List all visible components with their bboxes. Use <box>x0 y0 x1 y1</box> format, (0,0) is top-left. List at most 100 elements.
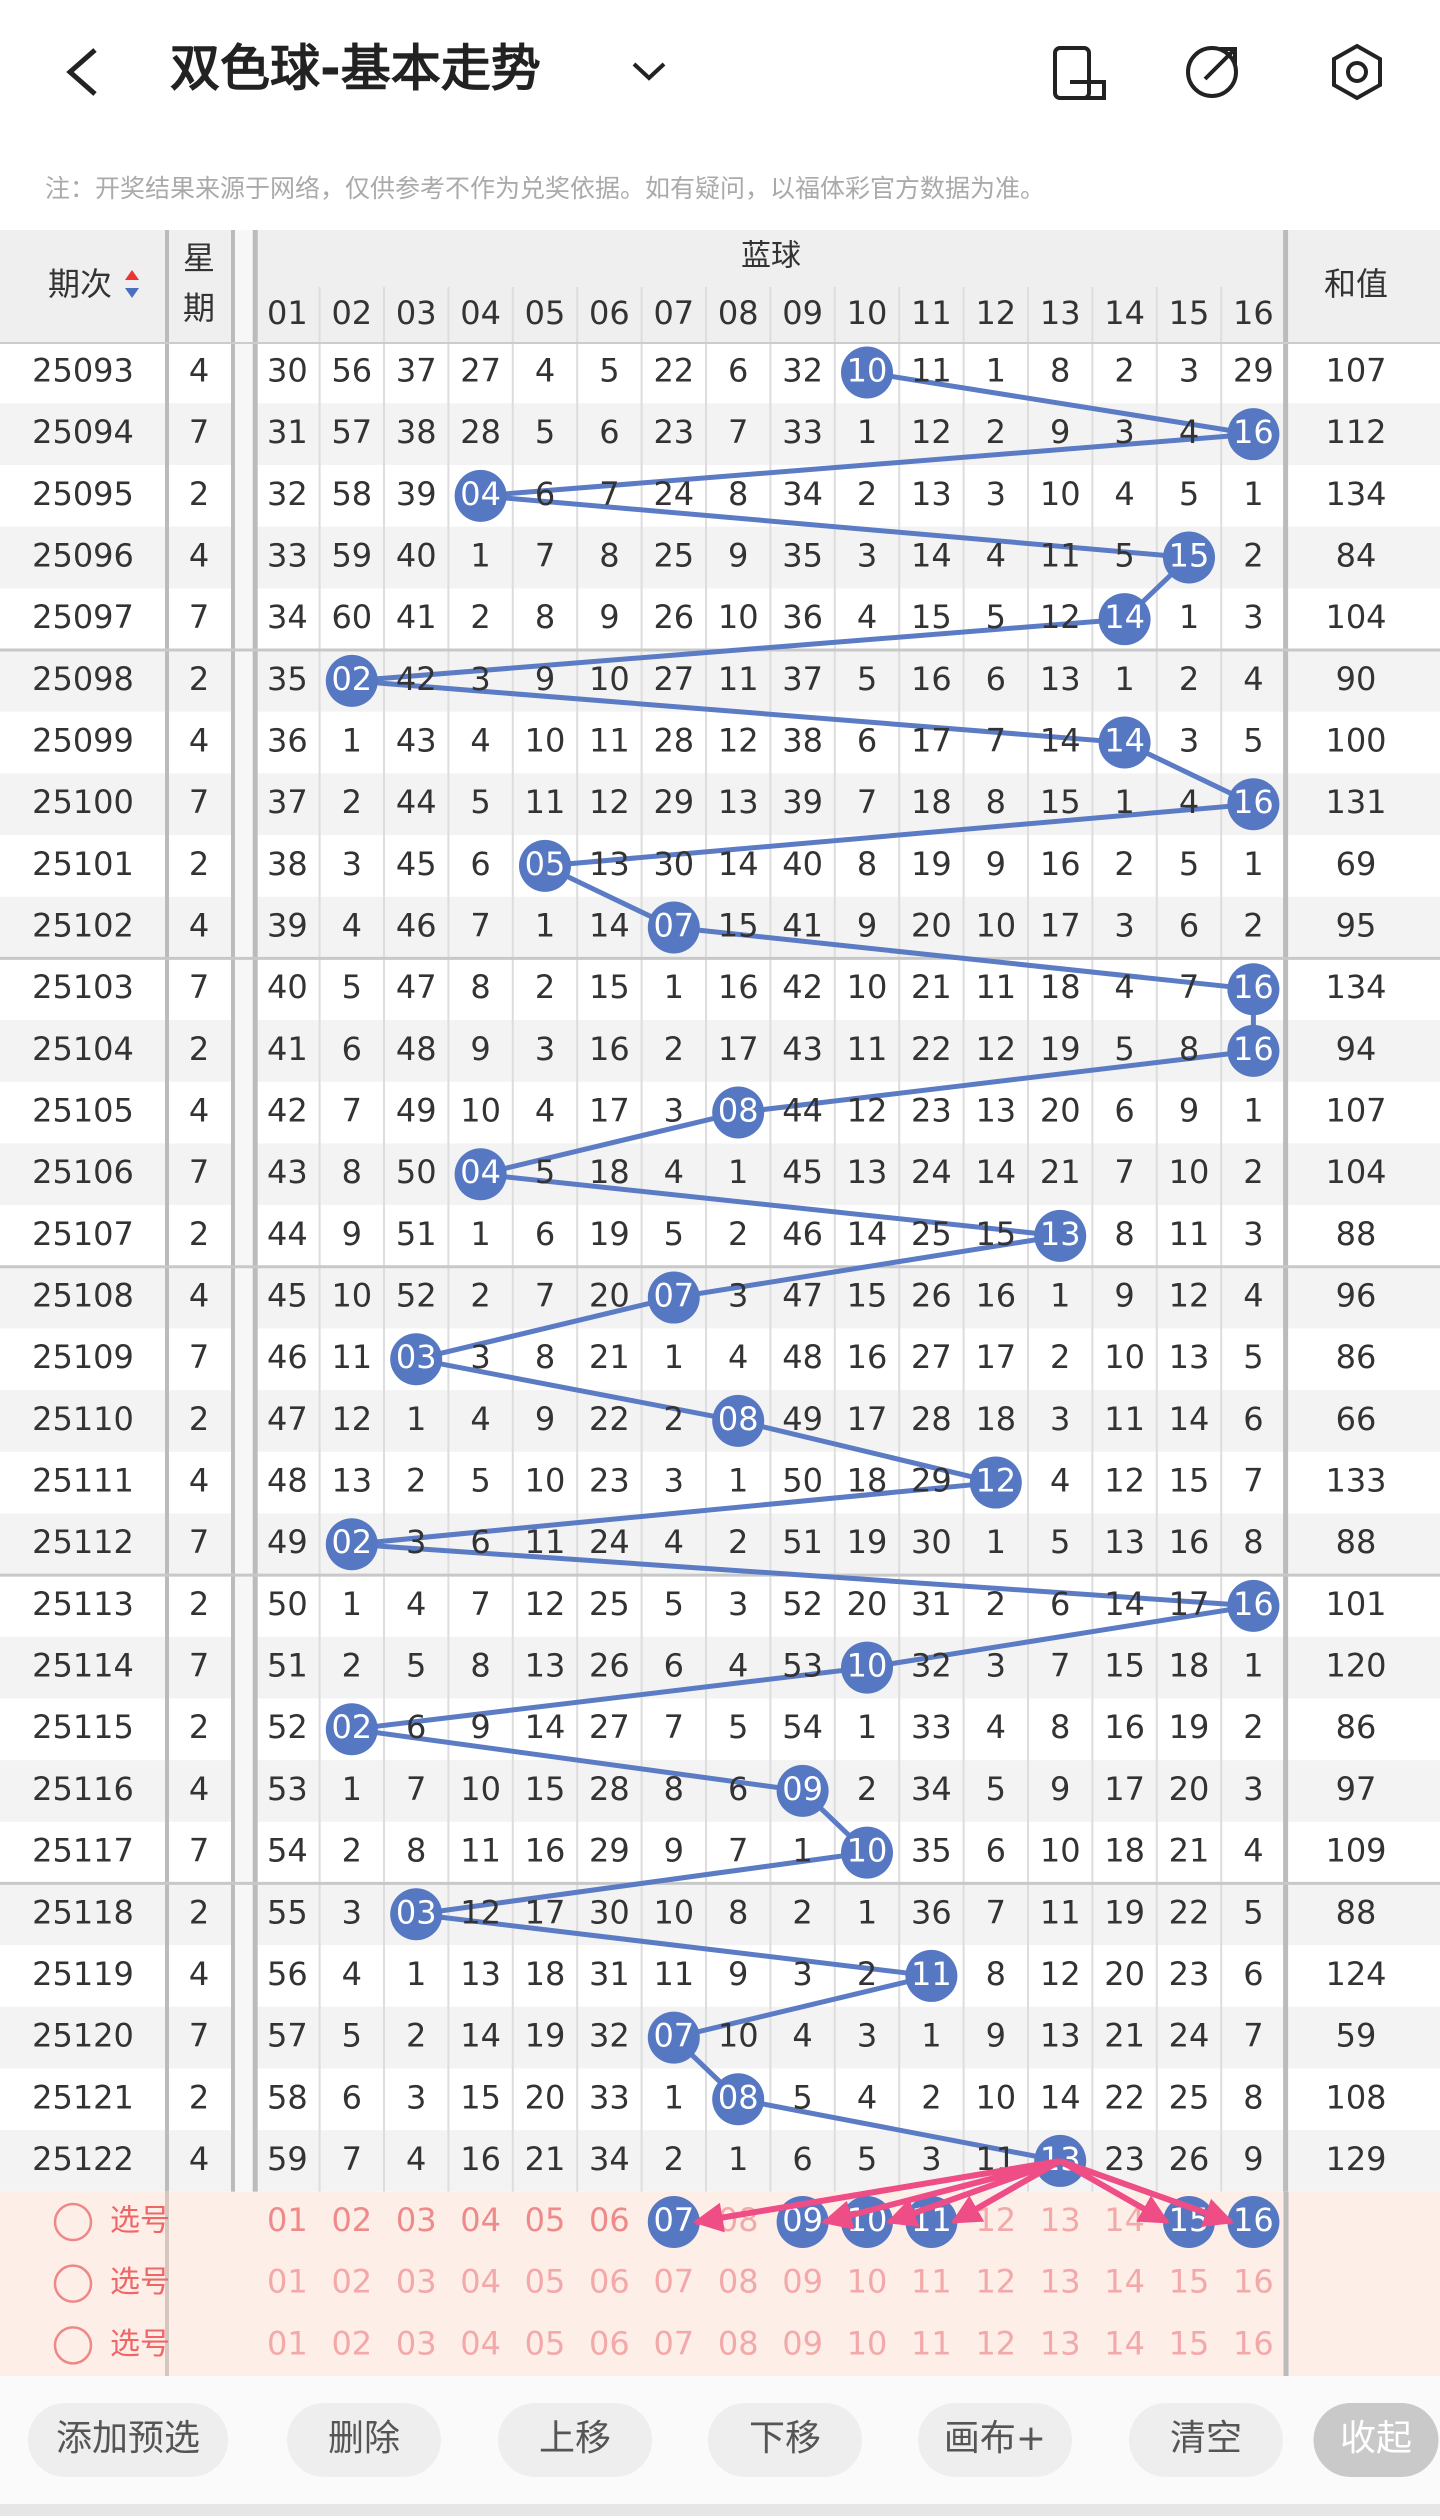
select-number[interactable]: 03 <box>396 2263 437 2301</box>
icon-share[interactable] <box>1186 46 1238 98</box>
select-number[interactable]: 13 <box>1040 2201 1081 2239</box>
miss-count: 9 <box>470 1030 490 1068</box>
miss-count: 56 <box>331 352 372 390</box>
ball-number: 16 <box>1233 413 1274 451</box>
select-number[interactable]: 14 <box>1104 2263 1145 2301</box>
select-number[interactable]: 11 <box>911 2324 952 2362</box>
select-number[interactable]: 16 <box>1233 2324 1274 2362</box>
select-number[interactable]: 06 <box>589 2201 630 2239</box>
select-number[interactable]: 04 <box>460 2263 501 2301</box>
select-number[interactable]: 03 <box>396 2201 437 2239</box>
select-number[interactable]: 01 <box>267 2263 308 2301</box>
select-number[interactable]: 07 <box>653 2263 694 2301</box>
miss-count: 38 <box>267 845 308 883</box>
miss-count: 12 <box>975 1030 1016 1068</box>
miss-count: 6 <box>1243 1955 1263 1993</box>
select-number[interactable]: 10 <box>847 2324 888 2362</box>
miss-count: 4 <box>535 352 555 390</box>
miss-count: 16 <box>1040 845 1081 883</box>
select-number[interactable]: 01 <box>267 2324 308 2362</box>
miss-count: 12 <box>718 722 759 760</box>
select-number[interactable]: 07 <box>653 2324 694 2362</box>
miss-count: 13 <box>718 783 759 821</box>
miss-count: 13 <box>331 1462 372 1500</box>
ball-number: 16 <box>1233 968 1274 1006</box>
select-number[interactable]: 14 <box>1104 2324 1145 2362</box>
select-number[interactable]: 09 <box>782 2324 823 2362</box>
select-radio[interactable] <box>53 2264 93 2303</box>
header-label: 11 <box>911 294 952 332</box>
select-number[interactable]: 08 <box>718 2263 759 2301</box>
select-number[interactable]: 12 <box>975 2263 1016 2301</box>
select-number[interactable]: 05 <box>525 2201 566 2239</box>
title-dropdown[interactable] <box>632 62 666 81</box>
toolbar-button[interactable] <box>498 2403 652 2477</box>
miss-count: 46 <box>267 1338 308 1376</box>
back-button[interactable] <box>66 48 97 96</box>
miss-count: 7 <box>535 537 555 575</box>
miss-count: 2 <box>664 2140 684 2178</box>
select-number[interactable]: 15 <box>1169 2324 1210 2362</box>
select-number[interactable]: 04 <box>460 2201 501 2239</box>
toolbar-button[interactable] <box>918 2403 1072 2477</box>
ball-number: 03 <box>396 1338 437 1376</box>
select-number[interactable]: 02 <box>331 2263 372 2301</box>
miss-count: 11 <box>911 352 952 390</box>
icon-device[interactable] <box>1053 46 1106 100</box>
select-number[interactable]: 06 <box>589 2263 630 2301</box>
miss-count: 9 <box>599 598 619 636</box>
select-number[interactable]: 05 <box>525 2263 566 2301</box>
period: 25119 <box>32 1955 134 1993</box>
toolbar-button[interactable] <box>287 2403 441 2477</box>
miss-count: 7 <box>986 1893 1006 1931</box>
miss-count: 4 <box>1114 475 1134 513</box>
select-number[interactable]: 08 <box>718 2324 759 2362</box>
selected-ball[interactable] <box>647 2196 700 2248</box>
blue-ball <box>390 1888 443 1941</box>
miss-count: 17 <box>911 722 952 760</box>
blue-ball <box>325 1518 378 1571</box>
toolbar-button[interactable] <box>1129 2403 1283 2477</box>
header-label: 10 <box>847 294 888 332</box>
select-number[interactable]: 01 <box>267 2201 308 2239</box>
miss-count: 10 <box>975 907 1016 945</box>
miss-count: 10 <box>718 598 759 636</box>
select-number[interactable]: 13 <box>1040 2263 1081 2301</box>
miss-count: 42 <box>396 660 437 698</box>
miss-count: 14 <box>718 845 759 883</box>
ball-number: 07 <box>653 907 694 945</box>
select-radio[interactable] <box>53 2202 93 2242</box>
miss-count: 3 <box>406 2078 426 2116</box>
sum: 120 <box>1325 1647 1386 1685</box>
toolbar-button[interactable] <box>1313 2403 1439 2477</box>
select-number[interactable]: 02 <box>331 2324 372 2362</box>
miss-count: 1 <box>728 1153 748 1191</box>
miss-count: 53 <box>267 1770 308 1808</box>
select-number[interactable]: 11 <box>911 2263 952 2301</box>
select-number[interactable]: 02 <box>331 2201 372 2239</box>
miss-count: 27 <box>911 1338 952 1376</box>
miss-count: 7 <box>1050 1647 1070 1685</box>
miss-count: 12 <box>331 1400 372 1438</box>
select-number[interactable]: 13 <box>1040 2324 1081 2362</box>
miss-count: 8 <box>1179 1030 1199 1068</box>
miss-count: 29 <box>589 1832 630 1870</box>
miss-count: 18 <box>975 1400 1016 1438</box>
select-number[interactable]: 09 <box>782 2263 823 2301</box>
miss-count: 13 <box>847 1153 888 1191</box>
select-number[interactable]: 16 <box>1233 2263 1274 2301</box>
icon-settings[interactable] <box>1332 43 1382 101</box>
select-number[interactable]: 06 <box>589 2324 630 2362</box>
miss-count: 7 <box>470 1585 490 1623</box>
blue-ball <box>454 469 507 522</box>
toolbar-button[interactable] <box>708 2403 862 2477</box>
select-number[interactable]: 12 <box>975 2324 1016 2362</box>
toolbar-button[interactable] <box>28 2403 228 2477</box>
select-number[interactable]: 03 <box>396 2324 437 2362</box>
selected-ball[interactable] <box>1227 2196 1280 2248</box>
select-number[interactable]: 10 <box>847 2263 888 2301</box>
select-number[interactable]: 05 <box>525 2324 566 2362</box>
select-number[interactable]: 04 <box>460 2324 501 2362</box>
select-number[interactable]: 15 <box>1169 2263 1210 2301</box>
select-radio[interactable] <box>53 2326 93 2365</box>
